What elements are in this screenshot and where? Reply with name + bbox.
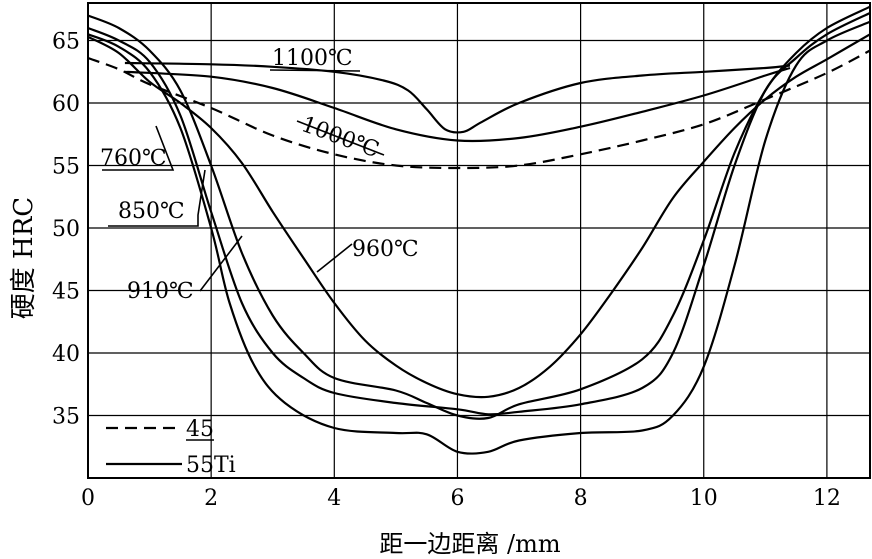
annotation-leader <box>102 125 175 171</box>
y-tick-label: 65 <box>52 30 80 55</box>
y-tick-label: 45 <box>52 280 80 305</box>
series-line-850℃ <box>87 12 871 416</box>
x-tick-label: 4 <box>327 486 341 511</box>
annotation-label: 760℃ <box>100 146 167 171</box>
legend-label: 45 <box>186 417 214 442</box>
x-tick-label: 0 <box>81 486 95 511</box>
y-tick-label: 60 <box>52 92 80 117</box>
annotation-label: 960℃ <box>352 237 419 262</box>
y-tick-label: 50 <box>52 217 80 242</box>
series-line-45 <box>87 49 871 170</box>
annotation-label: 1100℃ <box>272 46 353 71</box>
series-line-910℃ <box>87 5 871 420</box>
annotation-leader <box>316 243 353 273</box>
x-tick-label: 6 <box>450 486 464 511</box>
x-tick-label: 2 <box>204 486 218 511</box>
annotation-label: 850℃ <box>118 199 185 224</box>
y-tick-label: 55 <box>52 155 80 180</box>
annotation-leader <box>108 169 206 227</box>
legend-label: 55Ti <box>186 453 236 478</box>
x-tick-label: 10 <box>690 486 718 511</box>
x-tick-labels: 0 2 4 6 8 10 12 <box>81 486 841 511</box>
plot-frame <box>87 2 871 479</box>
x-tick-label: 8 <box>574 486 588 511</box>
series-line-1000℃ <box>124 66 791 143</box>
x-tick-label: 12 <box>813 486 841 511</box>
series-line-1100℃ <box>124 61 791 134</box>
grid <box>88 3 870 478</box>
x-axis-label: 距一边距离 /mm <box>379 530 560 558</box>
legend: 45 55Ti <box>106 417 236 478</box>
series-line-960℃ <box>87 33 871 399</box>
series-layer <box>87 5 871 455</box>
annotation-leader <box>269 69 361 72</box>
y-tick-label: 40 <box>52 342 80 367</box>
annotation-label: 910℃ <box>127 279 194 304</box>
annotation-leader <box>199 235 243 292</box>
y-tick-label: 35 <box>52 405 80 430</box>
y-tick-labels: 35 40 45 50 55 60 65 <box>52 30 80 430</box>
annotation-leader <box>296 120 385 156</box>
series-line-760℃ <box>87 20 871 455</box>
y-axis-label: 硬度 HRC <box>9 197 39 319</box>
